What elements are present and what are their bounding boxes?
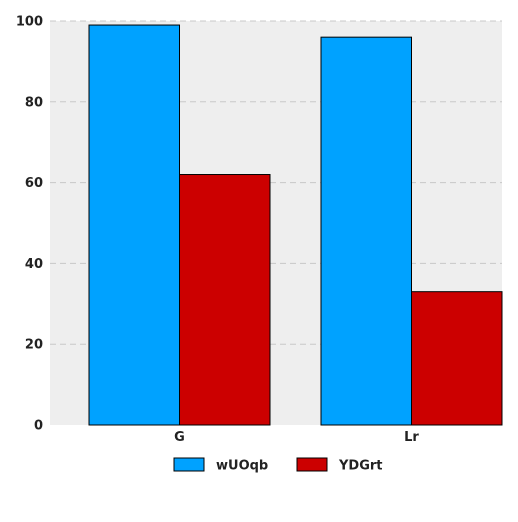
y-tick-label: 100 [16,15,43,30]
y-tick-label: 80 [25,95,43,110]
y-tick-label: 60 [25,176,43,191]
y-tick-label: 0 [34,419,43,434]
bars [88,24,503,426]
x-tick-label: Lr [404,430,419,445]
legend-label-wUOqb: wUOqb [216,459,268,474]
bar-wUOqb-1 [320,36,412,426]
bar-wUOqb-0 [88,24,180,426]
x-tick-label: G [174,430,185,445]
legend: wUOqb YDGrt [173,457,383,474]
bar-YDGrt-1 [411,291,503,426]
y-tick-label: 20 [25,338,43,353]
y-tick-label: 40 [25,257,43,272]
y-axis-ticks: 0 20 40 60 80 100 [16,15,43,434]
x-axis-ticks: G Lr [174,430,419,445]
legend-swatch-YDGrt [296,457,328,472]
legend-swatch-wUOqb [173,457,205,472]
bar-YDGrt-0 [179,174,271,426]
legend-label-YDGrt: YDGrt [338,459,383,474]
